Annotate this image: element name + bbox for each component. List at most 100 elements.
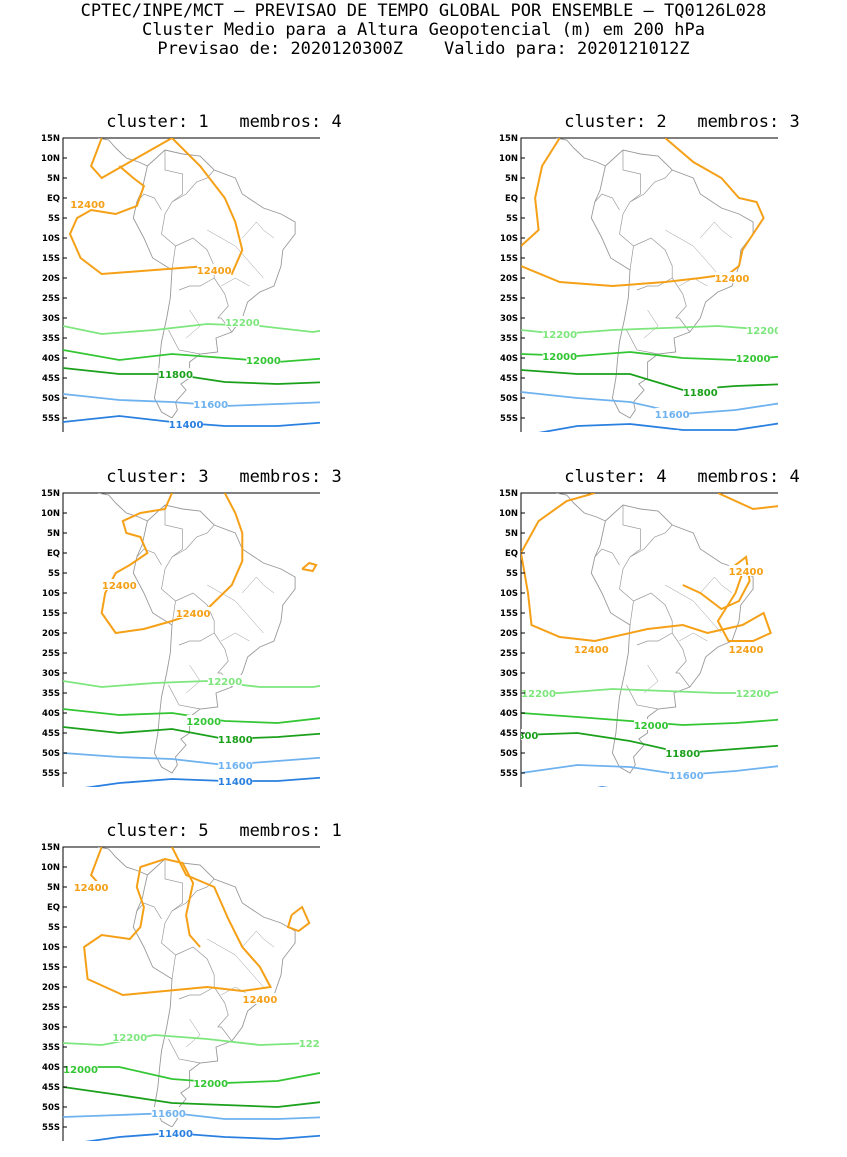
contour-label-bg xyxy=(736,352,771,363)
lat-label: 35S xyxy=(42,689,60,699)
country-border xyxy=(633,237,673,278)
coastline-central-america xyxy=(556,493,606,522)
contour-label-bg xyxy=(151,1107,186,1118)
coastline-central-america xyxy=(98,493,148,522)
state-border xyxy=(643,309,659,339)
lat-label: 20S xyxy=(500,629,518,639)
isoline-12000 xyxy=(521,712,778,726)
contour-label: 11800 xyxy=(218,735,253,746)
lat-label: 10N xyxy=(41,863,60,873)
lat-label: 10N xyxy=(499,154,518,164)
lat-label: 25S xyxy=(500,294,518,304)
map-panel-4: 12400 12400 12400 12200 12200 12000 11800 11800… xyxy=(499,489,778,787)
contour-label-bg xyxy=(729,643,764,654)
contour-label-bg xyxy=(176,607,211,618)
isoline-12200 xyxy=(521,688,778,694)
contour-label: 11800 xyxy=(158,370,193,381)
lat-label: EQ xyxy=(505,194,518,204)
contour-label-bg xyxy=(218,759,253,770)
country-border xyxy=(626,684,659,710)
lat-label: 35S xyxy=(42,1043,60,1053)
lat-label: 50S xyxy=(42,394,60,404)
contour-label: 12200 xyxy=(207,677,242,688)
country-border xyxy=(629,524,673,558)
lat-label: 35S xyxy=(500,689,518,699)
lat-label: 5N xyxy=(47,529,60,539)
country-border xyxy=(136,548,162,566)
state-border xyxy=(242,221,275,239)
state-border xyxy=(185,1018,201,1048)
lat-label: 45S xyxy=(42,374,60,384)
contour-label-bg xyxy=(186,715,221,726)
contour-label-bg xyxy=(63,1063,98,1074)
contour-label: 12400 xyxy=(715,274,750,285)
country-border xyxy=(161,556,176,626)
state-border xyxy=(700,576,733,594)
lat-label: 25S xyxy=(500,649,518,659)
state-border xyxy=(221,277,250,287)
state-border xyxy=(665,584,722,634)
state-border xyxy=(242,930,275,948)
contour-label: 12000 xyxy=(634,721,669,732)
contour-label: 12200 xyxy=(112,1033,147,1044)
lat-label: 55S xyxy=(500,769,518,779)
country-border xyxy=(164,859,183,912)
lat-label: 5N xyxy=(47,174,60,184)
contour-label-bg xyxy=(197,264,232,275)
contour-label: 12400 xyxy=(729,645,764,656)
lat-label: 30S xyxy=(500,669,518,679)
contour-label-bg xyxy=(542,328,577,339)
contour-label: 11600 xyxy=(151,1109,186,1120)
isoline-11400 xyxy=(84,1132,320,1141)
contour-label: 11800 xyxy=(683,388,718,399)
contour-label: 12000 xyxy=(63,1065,98,1076)
contour-label-bg xyxy=(225,316,260,327)
country-border xyxy=(213,632,229,674)
country-border xyxy=(168,1038,201,1064)
isoline-12400 xyxy=(83,847,273,997)
lat-label: 15S xyxy=(42,609,60,619)
coastline-central-america xyxy=(556,138,606,167)
isoline-12400 xyxy=(717,493,778,511)
lat-label: 35S xyxy=(42,334,60,344)
country-border xyxy=(213,277,229,319)
lat-label: 50S xyxy=(500,394,518,404)
isoline-12000 xyxy=(63,708,320,724)
country-border xyxy=(629,169,673,203)
isoline-12400 xyxy=(89,138,173,180)
panel-2-title: cluster: 2 membros: 3 xyxy=(564,112,800,132)
state-border xyxy=(221,986,250,996)
lat-label: 5S xyxy=(48,923,60,933)
lat-label: 5N xyxy=(505,174,518,184)
country-border xyxy=(626,329,659,355)
country-border xyxy=(671,632,687,674)
isoline-11400 xyxy=(63,415,320,427)
title-line-1: CPTEC/INPE/MCT – PREVISAO DE TEMPO GLOBA… xyxy=(80,1,767,21)
contour-label: 12000 xyxy=(186,717,221,728)
state-border xyxy=(207,229,264,279)
lat-label: 10S xyxy=(500,234,518,244)
country-border xyxy=(178,277,215,291)
lat-label: 45S xyxy=(42,1083,60,1093)
lat-label: 10S xyxy=(42,234,60,244)
isoline-12400 xyxy=(521,552,772,643)
lat-label: 15S xyxy=(500,609,518,619)
lat-label: 40S xyxy=(42,709,60,719)
lat-label: 15N xyxy=(41,134,60,144)
contour-label-bg xyxy=(644,430,679,432)
plot-frame xyxy=(520,137,778,432)
contour-label-bg xyxy=(74,881,109,892)
lat-label: 25S xyxy=(42,294,60,304)
country-border xyxy=(161,910,176,980)
contour-label: 12400 xyxy=(197,266,232,277)
country-border xyxy=(675,672,691,688)
lat-label: 10S xyxy=(500,589,518,599)
state-border xyxy=(221,632,250,642)
contour-label-bg xyxy=(683,386,718,397)
country-border xyxy=(619,201,634,271)
contour-label-bg xyxy=(218,733,253,744)
isoline-12200 xyxy=(63,323,320,335)
panel-5-title: cluster: 5 membros: 1 xyxy=(106,821,342,841)
country-border xyxy=(622,505,641,558)
contour-label-bg xyxy=(714,272,749,283)
